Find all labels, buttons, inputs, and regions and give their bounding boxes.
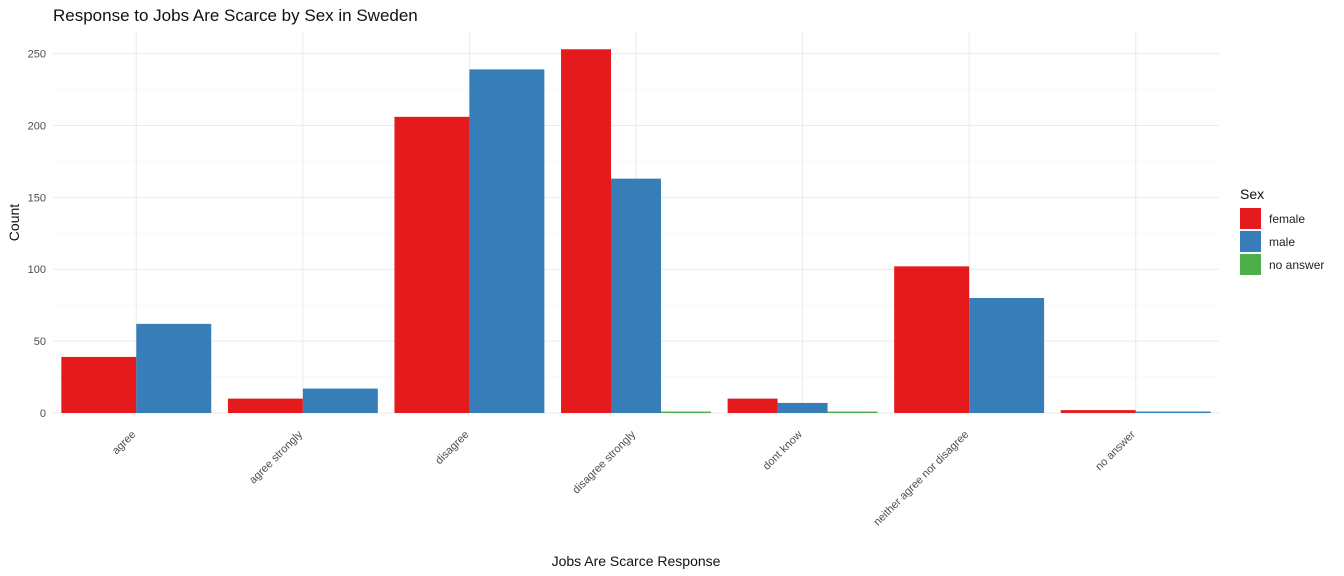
legend-swatch-no-answer — [1240, 254, 1261, 275]
y-tick-label: 100 — [28, 264, 46, 276]
x-tick-label: dont know — [761, 429, 805, 473]
bar-no-answer-dont-know — [827, 411, 878, 413]
bar-male-disagree — [469, 69, 545, 413]
x-tick-label: disagree — [433, 429, 471, 467]
legend-swatch-female — [1240, 208, 1261, 229]
legend-swatch-male — [1240, 231, 1261, 252]
bar-male-no-answer — [1135, 411, 1211, 413]
legend-label-no-answer: no answer — [1269, 257, 1325, 272]
y-tick-label: 200 — [28, 120, 46, 132]
y-tick-label: 0 — [40, 408, 46, 420]
bar-male-agree — [136, 323, 212, 413]
legend-item-female: female — [1240, 207, 1324, 230]
x-tick-label: no answer — [1093, 428, 1138, 473]
legend-item-no-answer: no answer — [1240, 253, 1324, 276]
bar-no-answer-disagree-strongly — [660, 411, 711, 413]
bar-female-agree — [61, 356, 137, 413]
x-tick-label: neither agree nor disagree — [872, 429, 972, 529]
bar-female-disagree — [394, 116, 470, 413]
x-tick-label: agree strongly — [247, 428, 305, 486]
y-tick-label: 50 — [34, 336, 46, 348]
x-tick-label: disagree strongly — [570, 428, 638, 496]
bar-female-disagree-strongly — [561, 49, 612, 413]
legend-label-female: female — [1269, 211, 1306, 226]
x-tick-label: agree — [110, 429, 138, 457]
legend-item-male: male — [1240, 230, 1324, 253]
bar-male-neither-agree-nor-disagree — [969, 297, 1045, 413]
chart-title: Response to Jobs Are Scarce by Sex in Sw… — [53, 6, 418, 25]
y-tick-label: 150 — [28, 192, 46, 204]
legend-label-male: male — [1269, 234, 1296, 249]
bar-male-agree-strongly — [302, 388, 378, 413]
bar-female-agree-strongly — [227, 398, 303, 413]
bar-female-dont-know — [727, 398, 778, 413]
legend: Sex female male no answer — [1240, 186, 1324, 276]
y-axis-title: Count — [6, 204, 22, 241]
bar-female-neither-agree-nor-disagree — [894, 266, 970, 413]
legend-title: Sex — [1240, 186, 1265, 202]
y-tick-label: 250 — [28, 49, 46, 61]
x-axis-title: Jobs Are Scarce Response — [552, 553, 721, 569]
bar-male-dont-know — [777, 402, 828, 413]
bar-male-disagree-strongly — [611, 178, 661, 413]
bar-female-no-answer — [1060, 410, 1136, 413]
